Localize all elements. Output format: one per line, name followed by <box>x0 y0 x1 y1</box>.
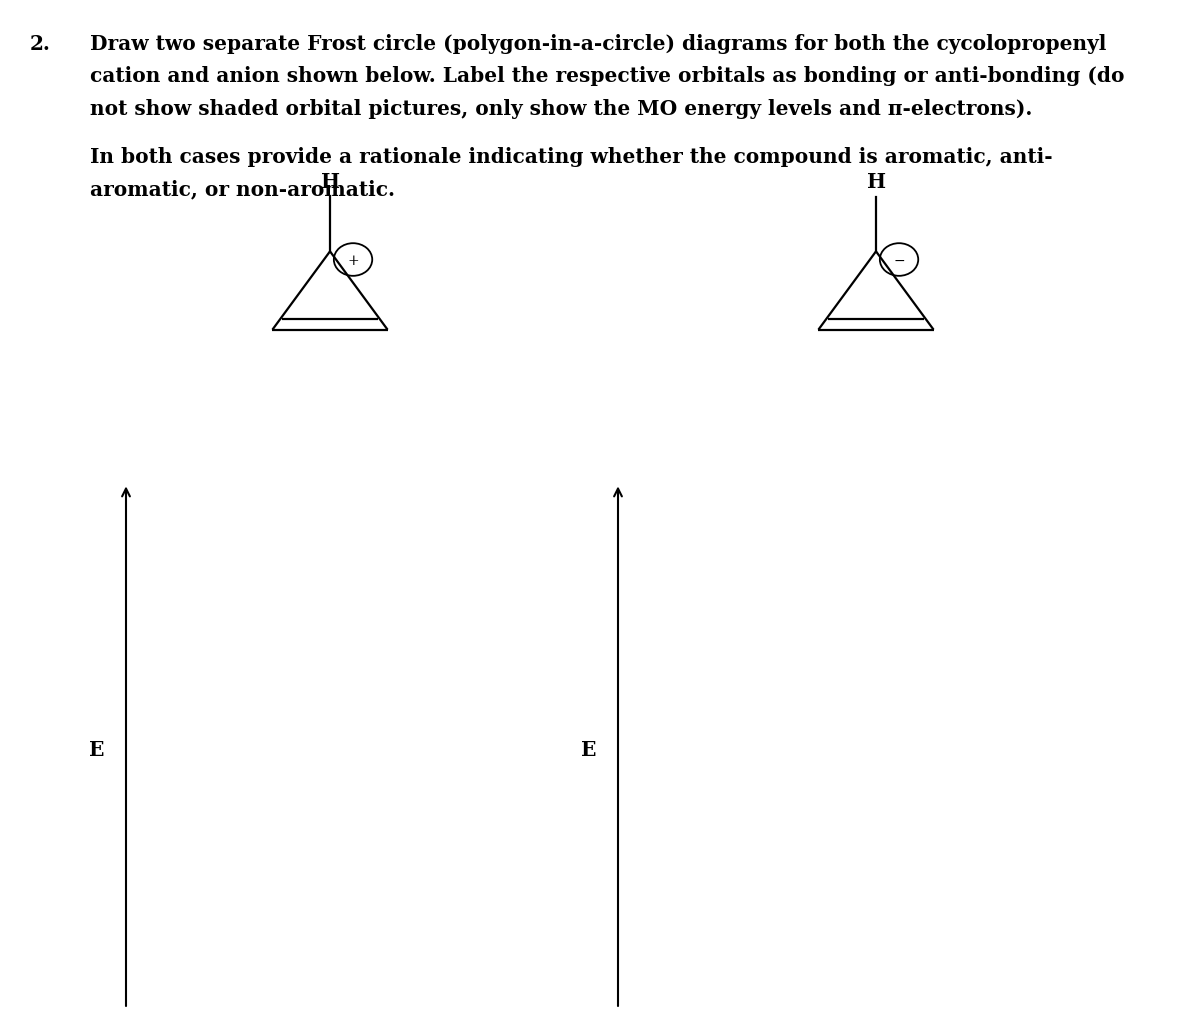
Text: +: + <box>347 254 359 267</box>
Text: E: E <box>89 739 104 759</box>
Text: H: H <box>320 172 340 192</box>
Text: −: − <box>893 254 905 267</box>
Text: aromatic, or non-aromatic.: aromatic, or non-aromatic. <box>90 179 395 200</box>
Text: cation and anion shown below. Label the respective orbitals as bonding or anti-b: cation and anion shown below. Label the … <box>90 66 1124 87</box>
Text: E: E <box>581 739 596 759</box>
Text: not show shaded orbital pictures, only show the MO energy levels and π-electrons: not show shaded orbital pictures, only s… <box>90 99 1032 119</box>
Text: In both cases provide a rationale indicating whether the compound is aromatic, a: In both cases provide a rationale indica… <box>90 147 1052 167</box>
Text: Draw two separate Frost circle (polygon-in-a-circle) diagrams for both the cycol: Draw two separate Frost circle (polygon-… <box>90 34 1106 54</box>
Text: 2.: 2. <box>30 34 50 54</box>
Text: H: H <box>866 172 886 192</box>
